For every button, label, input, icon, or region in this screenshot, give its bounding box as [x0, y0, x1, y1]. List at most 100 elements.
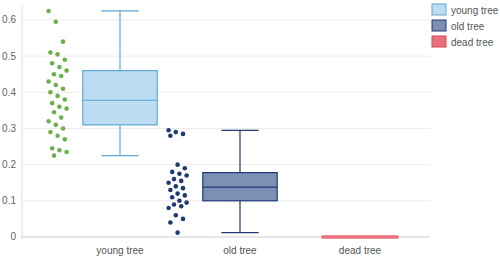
point [170, 195, 175, 200]
point [64, 68, 69, 73]
whisker-high [239, 130, 240, 172]
whisker-cap-high [221, 130, 258, 131]
point [184, 200, 189, 205]
point [168, 220, 173, 225]
whisker-cap-low [101, 155, 138, 156]
median [203, 186, 277, 187]
point [168, 188, 173, 193]
point [63, 97, 68, 102]
point [166, 128, 171, 133]
point [166, 180, 171, 185]
x-tick-label: dead tree [339, 245, 382, 256]
y-tick-label: 0 [10, 231, 16, 242]
y-tick-label: 0.5 [2, 51, 16, 62]
point [181, 132, 186, 137]
whisker-high [119, 11, 120, 71]
x-tick-label: old tree [223, 245, 257, 256]
point [55, 133, 60, 138]
point [55, 94, 60, 99]
point [179, 179, 184, 184]
point [48, 130, 53, 135]
point [50, 61, 55, 66]
point [61, 86, 66, 91]
grid-line [22, 128, 430, 129]
legend-swatch [432, 20, 446, 31]
point [174, 130, 179, 135]
point [59, 74, 64, 79]
point [57, 65, 62, 70]
y-tick-label: 0.6 [2, 14, 16, 25]
point [63, 137, 68, 142]
grid-line [22, 236, 430, 237]
point [166, 206, 171, 211]
median [323, 235, 397, 238]
point [46, 119, 51, 124]
box-group [323, 236, 397, 237]
marks [46, 9, 397, 237]
x-tick-label: young tree [96, 245, 144, 256]
legend-swatch [432, 36, 446, 47]
y-tick-label: 0.2 [2, 159, 16, 170]
whisker-cap-low [221, 232, 258, 233]
point [181, 186, 186, 191]
point [46, 9, 51, 14]
point [183, 193, 188, 198]
point [168, 133, 173, 138]
point [175, 162, 180, 167]
y-axis: 0 0.1 0.2 0.3 0.4 0.5 0.6 [2, 6, 430, 243]
point [61, 126, 66, 131]
point [54, 19, 59, 24]
point [184, 173, 189, 178]
legend-label: old tree [451, 21, 485, 32]
point [175, 191, 180, 196]
median [83, 100, 157, 101]
whisker-cap-high [101, 10, 138, 11]
point [52, 110, 57, 115]
point [181, 217, 186, 222]
point [57, 104, 62, 109]
point [177, 171, 182, 176]
point [175, 230, 180, 235]
whisker-low [119, 125, 120, 156]
chart: 0 0.1 0.2 0.3 0.4 0.5 0.6 young tree old tree dea… [0, 0, 500, 259]
point [172, 202, 177, 207]
point [48, 90, 53, 95]
point [50, 101, 55, 106]
point [54, 123, 59, 128]
point [174, 184, 179, 189]
point [54, 83, 59, 88]
box [323, 235, 397, 238]
point [52, 72, 57, 77]
point [172, 177, 177, 182]
box [203, 173, 277, 201]
grid-line [22, 19, 430, 20]
point [59, 115, 64, 120]
point [46, 79, 51, 84]
point [52, 153, 57, 158]
point [57, 148, 62, 153]
legend-label: dead tree [451, 37, 494, 48]
y-tick-label: 0.1 [2, 195, 16, 206]
point [64, 150, 69, 155]
point [64, 106, 69, 111]
box-group [166, 128, 277, 235]
point [50, 146, 55, 151]
y-tick-label: 0.3 [2, 123, 16, 134]
point [61, 39, 66, 44]
box-group [46, 9, 157, 158]
point [48, 50, 53, 55]
legend-label: young tree [451, 5, 499, 16]
y-tick-label: 0.4 [2, 87, 16, 98]
grid-line [22, 164, 430, 165]
point [174, 213, 179, 218]
point [177, 199, 182, 204]
point [179, 204, 184, 209]
legend-swatch [432, 4, 446, 15]
legend: young tree old tree dead tree [432, 4, 499, 48]
point [170, 170, 175, 175]
point [55, 52, 60, 57]
y-axis-line [22, 6, 23, 241]
point [63, 57, 68, 62]
grid-line [22, 56, 430, 57]
point [183, 166, 188, 171]
